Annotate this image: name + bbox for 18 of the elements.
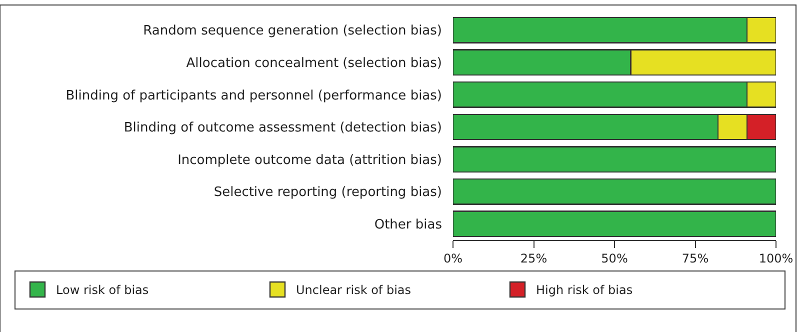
x-tick-label: 0% bbox=[443, 251, 463, 266]
x-tick-label: 50% bbox=[601, 251, 628, 266]
bar bbox=[453, 210, 776, 238]
legend-label: Unclear risk of bias bbox=[296, 283, 412, 297]
y-tick-label: Allocation concealment (selection bias) bbox=[186, 56, 442, 71]
y-tick-label: Blinding of outcome assessment (detection bias) bbox=[124, 120, 442, 136]
bar bbox=[453, 146, 776, 172]
y-tick-label: Incomplete outcome data (attrition bias) bbox=[178, 152, 442, 168]
legend-label: High risk of bias bbox=[536, 283, 633, 297]
y-tick-label: Random sequence generation (selection bias) bbox=[143, 24, 442, 39]
x-tick-label: 75% bbox=[682, 251, 709, 266]
y-tick-label: Selective reporting (reporting bias) bbox=[214, 185, 442, 200]
bar bbox=[453, 178, 776, 205]
y-tick-label: Other bias bbox=[374, 217, 442, 232]
legend-label: Low risk of bias bbox=[56, 283, 149, 297]
x-tick-label: 25% bbox=[520, 251, 548, 266]
y-tick-label: Blinding of participants and personnel (performance bias) bbox=[66, 88, 442, 104]
x-tick-label: 100% bbox=[758, 251, 794, 266]
